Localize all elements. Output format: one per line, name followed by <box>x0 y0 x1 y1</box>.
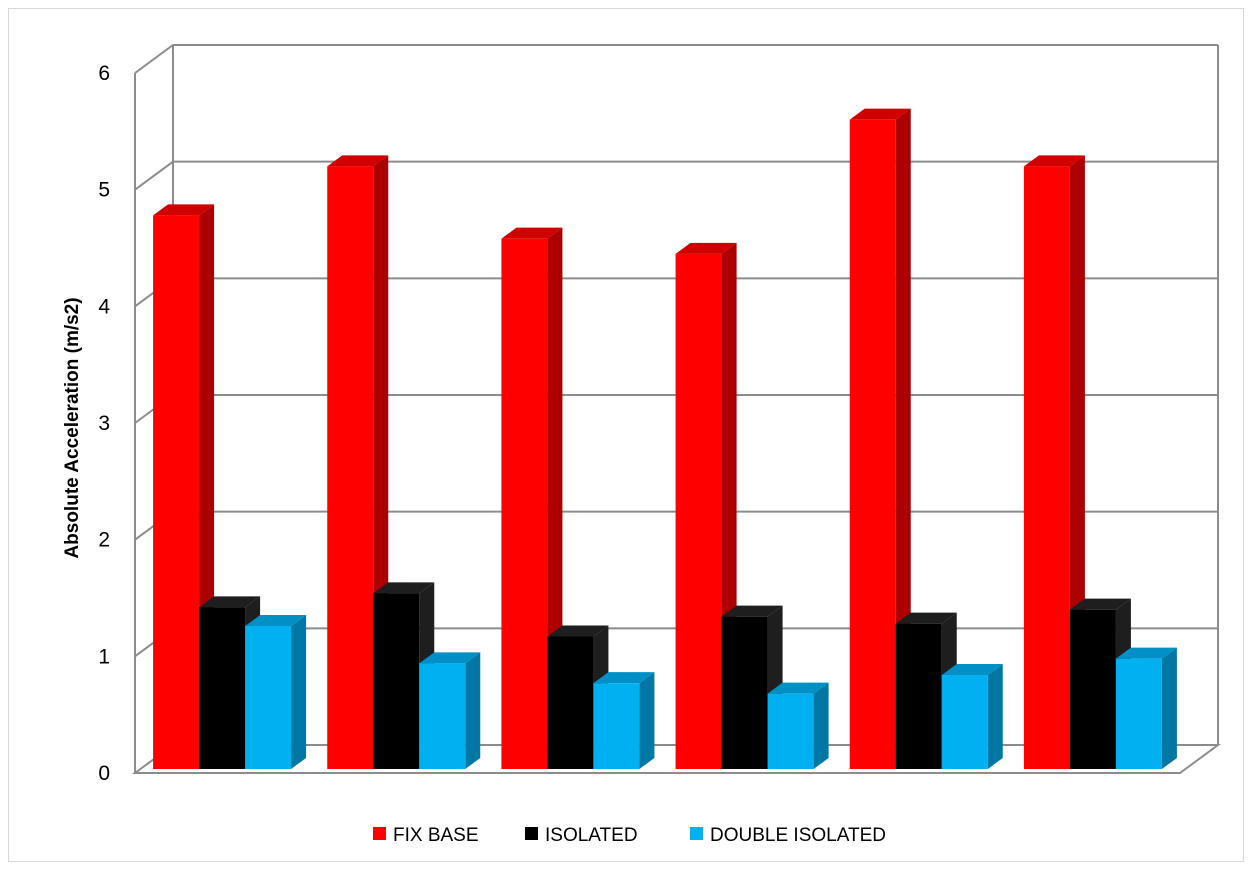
bar-side <box>291 615 307 769</box>
bar-side <box>465 652 481 769</box>
bar-isolated <box>895 612 957 769</box>
legend-label: FIX BASE <box>393 825 479 846</box>
bar-top <box>1069 598 1131 610</box>
bar-double-isolated <box>941 664 1003 769</box>
bar-front <box>767 693 814 769</box>
bar-fix-base <box>501 227 563 769</box>
bar-fix-base <box>849 108 911 769</box>
bar-front <box>849 119 896 769</box>
bar-group <box>327 155 481 770</box>
bar-front <box>721 616 768 769</box>
bar-front <box>1023 166 1070 770</box>
y-axis-ticks: 0 1 2 3 4 5 6 <box>98 62 110 785</box>
bar-top <box>153 204 215 216</box>
y-tick-label: 4 <box>98 295 110 318</box>
bar-top <box>327 155 389 167</box>
bar-front <box>153 215 200 770</box>
bar-front <box>593 683 640 769</box>
bar-group <box>501 227 655 769</box>
legend-swatch <box>373 827 386 840</box>
bar-top <box>721 605 783 617</box>
bar-double-isolated <box>419 652 481 769</box>
bar-side <box>813 682 829 769</box>
bar-group <box>1023 155 1177 770</box>
bar-front <box>245 626 292 769</box>
bar-side <box>895 108 911 769</box>
y-tick-label: 2 <box>98 529 110 552</box>
y-tick-label: 5 <box>98 179 110 202</box>
bar-top <box>849 108 911 120</box>
bar-front <box>895 623 942 769</box>
y-axis-title: Absolute Acceleration (m/s2) <box>62 297 83 558</box>
bar-top <box>675 242 737 254</box>
bar-front <box>327 166 374 770</box>
bar-double-isolated <box>245 615 307 769</box>
legend-label: ISOLATED <box>545 825 638 846</box>
legend-label: DOUBLE ISOLATED <box>710 825 886 846</box>
bar-front <box>199 607 246 769</box>
bar-front <box>941 675 988 769</box>
bar-double-isolated <box>1115 647 1177 769</box>
y-tick-label: 6 <box>98 62 110 85</box>
legend: FIX BASE ISOLATED DOUBLE ISOLATED <box>373 825 886 846</box>
legend-item: ISOLATED <box>525 825 638 846</box>
bar-top <box>895 612 957 624</box>
bar-top <box>501 227 563 239</box>
bar-top <box>373 582 435 594</box>
y-tick-label: 1 <box>98 645 110 668</box>
legend-swatch <box>525 827 538 840</box>
chart-frame <box>8 8 1244 862</box>
bar-top <box>199 596 261 608</box>
legend-item: DOUBLE ISOLATED <box>690 825 886 846</box>
bar-group <box>849 108 1003 769</box>
bar-top <box>593 672 655 684</box>
bar-front <box>1069 609 1116 769</box>
y-tick-label: 3 <box>98 412 110 435</box>
bar-side <box>987 664 1003 769</box>
bar-side <box>1161 647 1177 769</box>
bar-front <box>501 238 548 769</box>
bar-top <box>941 664 1003 675</box>
bar-group <box>153 204 307 770</box>
gridline <box>134 44 1218 74</box>
bar-side <box>639 672 655 769</box>
bar-group <box>675 242 829 770</box>
bars <box>153 108 1177 770</box>
bar-top <box>245 615 307 626</box>
bar-front <box>419 663 466 769</box>
bar-top <box>1023 155 1085 167</box>
bar-top <box>419 652 481 664</box>
legend-item: FIX BASE <box>373 825 479 846</box>
legend-swatch <box>690 827 703 840</box>
bar-front <box>1115 658 1162 769</box>
bar-double-isolated <box>593 672 655 769</box>
bar-front <box>675 253 722 770</box>
bar-front <box>373 593 420 769</box>
bar-front <box>547 636 594 769</box>
bar-top <box>1115 647 1177 659</box>
y-tick-label: 0 <box>98 762 110 785</box>
bar-top <box>767 682 829 694</box>
bar-top <box>547 625 609 637</box>
bar-double-isolated <box>767 682 829 769</box>
